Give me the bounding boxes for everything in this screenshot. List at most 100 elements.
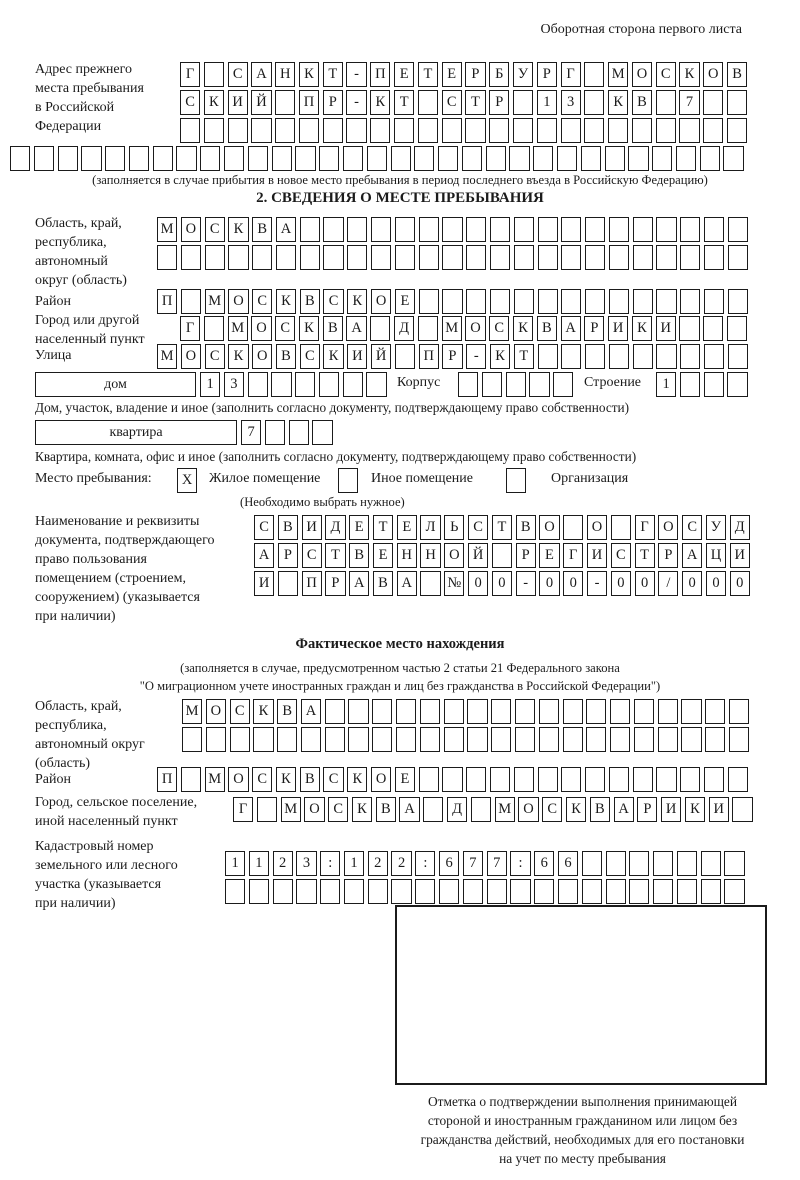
char-cell — [366, 372, 387, 397]
ulitsa-label: Улица — [35, 348, 72, 363]
char-cell: К — [323, 344, 344, 369]
char-cell: С — [323, 289, 344, 314]
char-cell: - — [346, 62, 367, 87]
char-cell — [225, 879, 246, 904]
char-cell — [466, 289, 487, 314]
char-cell: О — [444, 543, 465, 568]
char-cell — [605, 851, 626, 876]
mesto-label: Место пребывания: — [35, 471, 152, 486]
char-cell: Р — [325, 571, 346, 596]
char-cell — [10, 146, 31, 171]
char-cell — [300, 727, 322, 752]
char-cell: С — [328, 797, 349, 822]
char-cell — [632, 344, 653, 369]
stroenie-cells: 1 — [656, 372, 751, 397]
char-cell: А — [251, 62, 272, 87]
char-cell: К — [631, 316, 653, 341]
char-cell — [657, 699, 678, 724]
kadastr-label: Кадастровый номер земельного или лесного… — [35, 839, 178, 911]
char-cell: М — [204, 289, 225, 314]
char-cell — [537, 767, 558, 792]
char-cell — [509, 146, 530, 171]
char-cell: / — [658, 571, 679, 596]
char-cell — [323, 245, 344, 270]
char-cell — [561, 344, 582, 369]
char-cell: В — [299, 767, 320, 792]
char-cell: С — [204, 344, 225, 369]
char-cell — [633, 699, 655, 724]
char-cell: К — [203, 90, 224, 115]
char-cell — [610, 727, 631, 752]
char-cell: В — [372, 571, 394, 596]
char-cell: 1 — [225, 851, 246, 876]
char-cell — [538, 699, 559, 724]
doc-row-3: И П Р А В А № 0 0-0 0-0 0/0 0 0 — [254, 571, 753, 596]
char-cell: С — [323, 767, 344, 792]
char-cell — [699, 146, 720, 171]
char-cell — [491, 727, 512, 752]
char-cell — [467, 727, 488, 752]
char-cell — [271, 372, 292, 397]
char-cell — [438, 146, 459, 171]
char-cell — [537, 217, 558, 242]
char-cell: В — [275, 344, 297, 369]
char-cell — [418, 245, 439, 270]
char-cell — [512, 90, 534, 115]
char-cell: С — [275, 316, 296, 341]
char-cell — [203, 316, 224, 341]
char-cell — [394, 118, 415, 143]
char-cell: В — [589, 797, 610, 822]
char-cell — [581, 879, 602, 904]
char-cell — [275, 90, 296, 115]
gorod-label: Город или другой населенный пункт — [35, 313, 145, 347]
char-cell: Е — [396, 515, 417, 540]
char-cell — [679, 372, 700, 397]
char-cell — [414, 146, 435, 171]
char-cell: С — [610, 543, 631, 568]
char-cell — [224, 146, 245, 171]
char-cell: Т — [325, 543, 346, 568]
char-cell: 1 — [200, 372, 221, 397]
char-cell — [443, 727, 464, 752]
char-cell — [562, 727, 583, 752]
char-cell: С — [180, 90, 201, 115]
char-cell — [727, 372, 748, 397]
korpus-cells — [458, 372, 577, 397]
char-cell: С — [682, 515, 703, 540]
char-cell — [514, 727, 536, 752]
char-cell — [418, 289, 439, 314]
char-cell: О — [228, 767, 249, 792]
char-cell — [489, 767, 511, 792]
char-cell: А — [396, 571, 417, 596]
char-cell — [228, 245, 249, 270]
char-cell: М — [182, 699, 203, 724]
char-cell: Р — [442, 344, 463, 369]
char-cell: Б — [489, 62, 510, 87]
char-cell — [537, 245, 558, 270]
char-cell — [462, 879, 483, 904]
char-cell — [586, 699, 607, 724]
char-cell: - — [515, 571, 536, 596]
char-cell: 0 — [705, 571, 727, 596]
char-cell — [728, 699, 750, 724]
char-cell: Г — [180, 62, 201, 87]
char-cell: 3 — [560, 90, 581, 115]
char-cell: : — [320, 851, 341, 876]
char-cell — [370, 118, 391, 143]
char-cell — [732, 797, 753, 822]
char-cell: К — [679, 62, 700, 87]
char-cell: Ц — [705, 543, 727, 568]
char-cell — [675, 146, 697, 171]
char-cell: 1 — [343, 851, 365, 876]
char-cell: Т — [465, 90, 486, 115]
char-cell — [561, 245, 582, 270]
char-cell: 0 — [563, 571, 584, 596]
char-cell — [367, 879, 388, 904]
char-cell — [703, 344, 725, 369]
char-cell — [608, 118, 629, 143]
char-cell — [227, 118, 248, 143]
char-cell: Р — [465, 62, 486, 87]
